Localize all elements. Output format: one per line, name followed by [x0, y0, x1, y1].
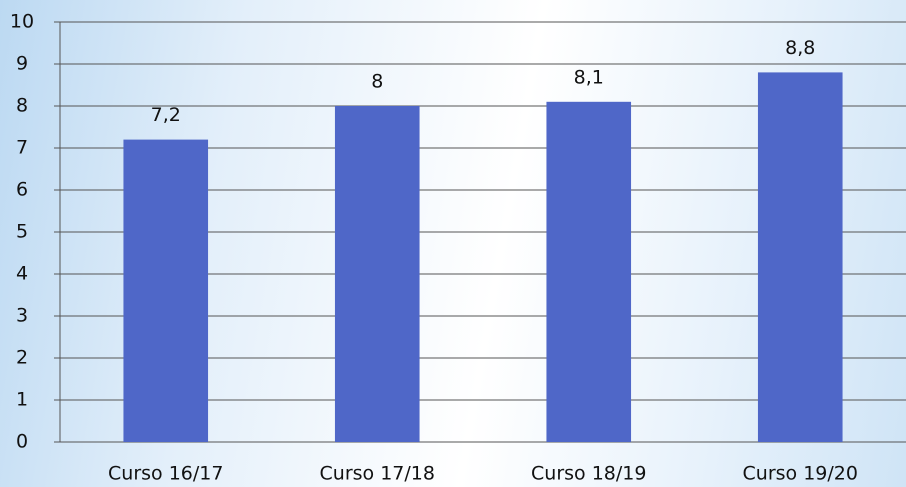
bar — [757, 72, 843, 443]
bar — [546, 101, 632, 443]
x-tick-label: Curso 18/19 — [531, 463, 646, 485]
y-tick-label: 1 — [16, 389, 28, 411]
y-tick-label: 9 — [16, 53, 28, 75]
y-tick-label: 0 — [16, 431, 28, 453]
data-label: 7,2 — [151, 104, 181, 126]
y-tick-label: 7 — [16, 137, 28, 159]
y-tick-label: 8 — [16, 95, 28, 117]
y-tick-label: 4 — [16, 263, 28, 285]
data-label: 8 — [371, 71, 383, 93]
y-tick-label: 2 — [16, 347, 28, 369]
data-label: 8,1 — [574, 66, 604, 88]
y-tick-label: 3 — [16, 305, 28, 327]
x-tick-label: Curso 17/18 — [320, 463, 435, 485]
bar — [334, 106, 420, 442]
data-label: 8,8 — [785, 37, 815, 59]
y-tick-label: 10 — [10, 11, 34, 33]
x-tick-label: Curso 16/17 — [108, 463, 223, 485]
y-tick-label: 6 — [16, 179, 28, 201]
x-tick-label: Curso 19/20 — [743, 463, 858, 485]
bar — [123, 139, 209, 442]
y-tick-label: 5 — [16, 221, 28, 243]
